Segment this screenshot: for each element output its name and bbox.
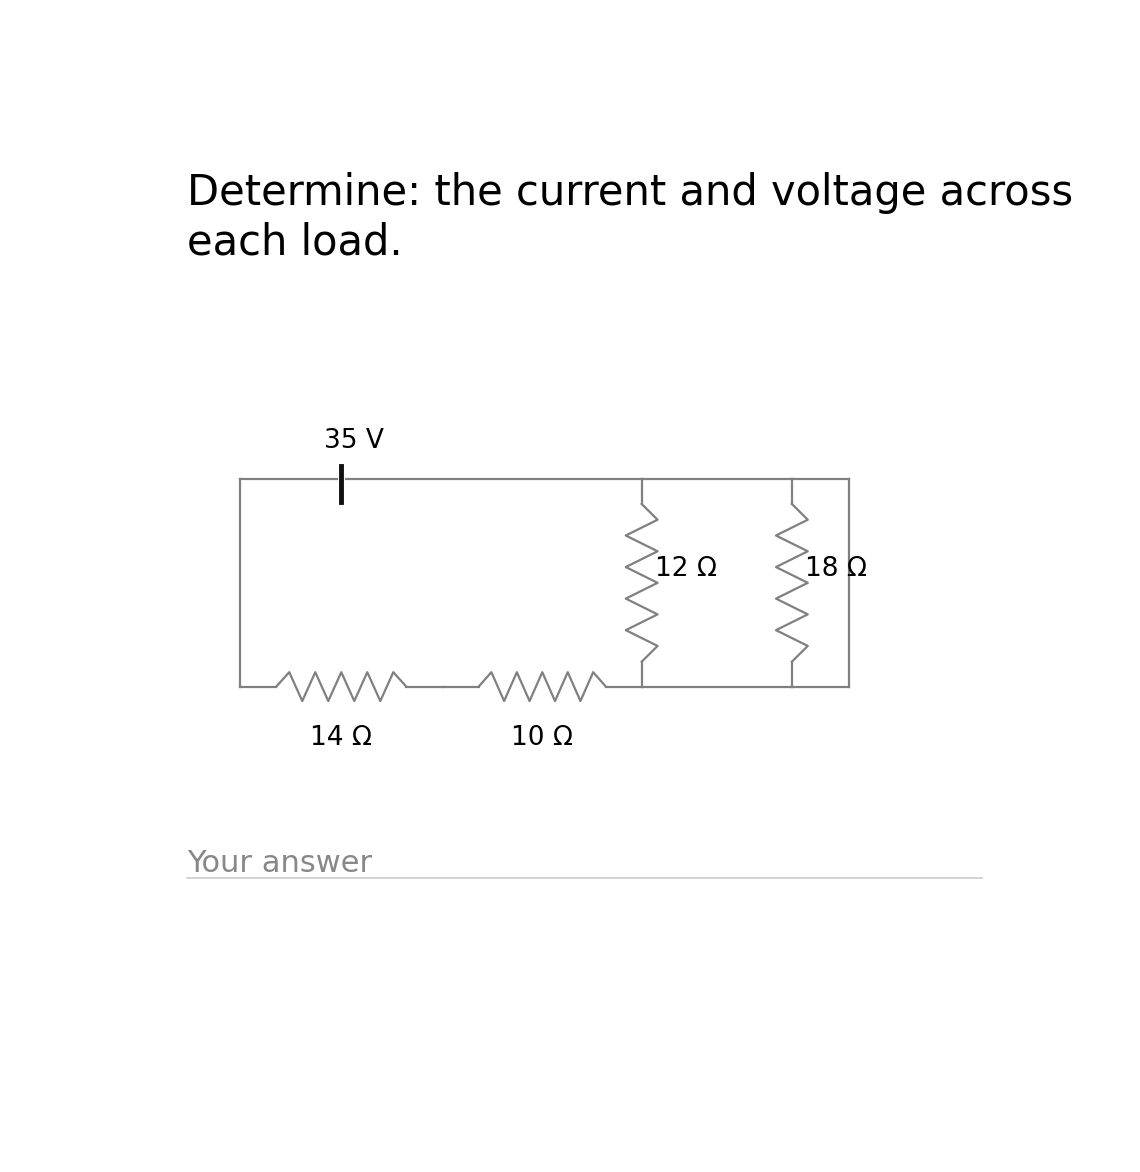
Text: each load.: each load. [187, 222, 402, 264]
Text: 14 Ω: 14 Ω [310, 724, 373, 750]
Text: 18 Ω: 18 Ω [805, 557, 868, 582]
Text: 35 V: 35 V [324, 428, 383, 454]
Text: Determine: the current and voltage across: Determine: the current and voltage acros… [187, 172, 1073, 214]
Text: Your answer: Your answer [187, 849, 372, 878]
Text: 12 Ω: 12 Ω [654, 557, 717, 582]
Text: 10 Ω: 10 Ω [511, 724, 573, 750]
